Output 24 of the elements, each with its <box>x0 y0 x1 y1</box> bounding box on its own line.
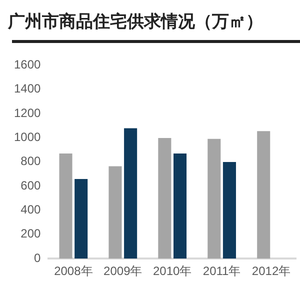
y-tick-label: 400 <box>20 202 42 217</box>
bar <box>74 178 88 259</box>
y-tick-label: 0 <box>34 250 42 265</box>
y-tick-label: 200 <box>20 226 42 241</box>
x-tick-label: 2008年 <box>54 264 93 278</box>
bar <box>222 162 236 259</box>
x-tick-label: 2012年 <box>252 264 291 278</box>
x-tick-label: 2011年 <box>202 264 241 278</box>
y-tick-label: 600 <box>20 178 42 192</box>
bar <box>158 138 172 259</box>
bar <box>59 153 72 259</box>
bar <box>208 138 221 259</box>
chart-title: 广州市商品住宅供求情况（万㎡） <box>8 11 263 33</box>
bar <box>257 131 270 259</box>
y-tick-label: 800 <box>20 154 42 168</box>
y-tick-label: 1600 <box>14 58 42 72</box>
x-tick-label: 2009年 <box>104 264 142 278</box>
y-tick-label: 1400 <box>14 82 42 96</box>
bar <box>174 153 187 259</box>
bar <box>124 128 138 259</box>
y-tick-label: 1200 <box>14 106 42 120</box>
y-tick-label: 1000 <box>14 130 42 144</box>
bar <box>108 166 122 259</box>
x-tick-label: 2010年 <box>152 264 192 278</box>
